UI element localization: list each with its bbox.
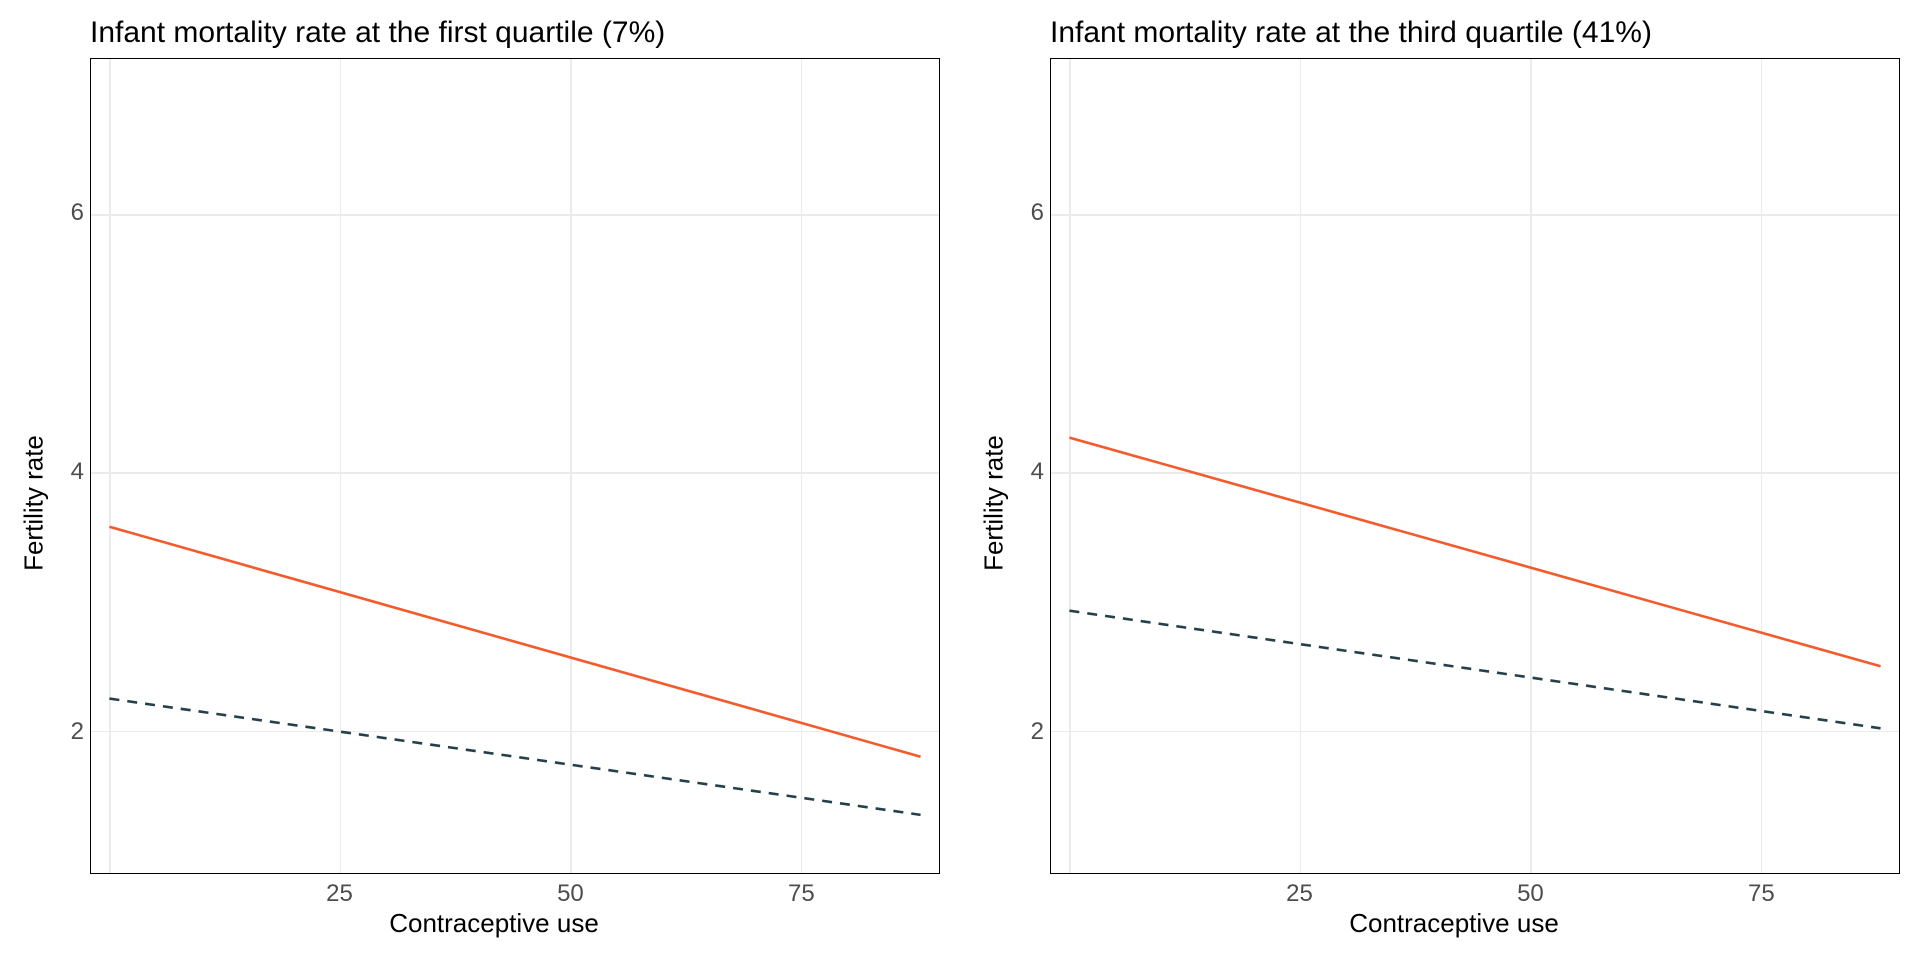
series-solid [1069,438,1880,667]
plot-column: 2 4 6 25 50 75 Contraceptive use [48,58,940,948]
y-axis-label: Fertility rate [19,435,50,571]
y-tick-mark [90,472,91,473]
y-tick-label: 6 [71,199,84,227]
panel-title: Infant mortality rate at the third quart… [1050,16,1900,50]
figure: Infant mortality rate at the first quart… [0,0,1920,960]
y-tick-label: 6 [1031,199,1044,227]
panel-right: Infant mortality rate at the third quart… [960,0,1920,960]
y-tick-mark [1050,214,1051,215]
y-tick-mark [90,731,91,732]
chart-svg [91,59,939,873]
y-tick-label: 2 [1031,718,1044,746]
plot-row: 2 4 6 [1008,58,1900,874]
x-tick-label: 75 [1748,880,1775,908]
ytick-column: 2 4 6 [48,58,90,874]
plot-area [1050,58,1900,874]
y-tick-mark [1050,731,1051,732]
y-axis-label: Fertility rate [979,435,1010,571]
x-axis-label: Contraceptive use [1008,908,1900,948]
y-tick-mark [1050,472,1051,473]
y-tick-mark [90,214,91,215]
x-tick-label: 75 [788,880,815,908]
plot-column: 2 4 6 25 50 75 Contraceptive use [1008,58,1900,948]
y-tick-label: 4 [1031,458,1044,486]
xtick-row: 25 50 75 [1008,874,1900,908]
chart-svg [1051,59,1899,873]
ytick-column: 2 4 6 [1008,58,1050,874]
panel-left: Infant mortality rate at the first quart… [0,0,960,960]
plot-area [90,58,940,874]
panel-body: Fertility rate 2 4 6 25 50 75 Contraceptive … [20,58,940,948]
x-tick-label: 50 [557,880,584,908]
series-solid [109,527,920,757]
ylabel-box: Fertility rate [20,58,48,948]
x-tick-label: 25 [1286,880,1313,908]
xtick-row: 25 50 75 [48,874,940,908]
y-tick-label: 4 [71,458,84,486]
panel-body: Fertility rate 2 4 6 25 50 75 Contraceptive … [980,58,1900,948]
series-dashed [109,699,920,815]
x-tick-label: 50 [1517,880,1544,908]
x-axis-label: Contraceptive use [48,908,940,948]
series-dashed [1069,611,1880,729]
panel-title: Infant mortality rate at the first quart… [90,16,940,50]
ylabel-box: Fertility rate [980,58,1008,948]
y-tick-label: 2 [71,718,84,746]
plot-row: 2 4 6 [48,58,940,874]
x-tick-label: 25 [326,880,353,908]
